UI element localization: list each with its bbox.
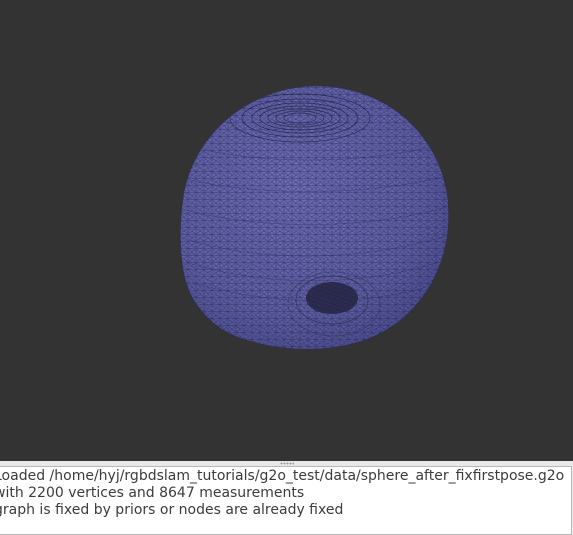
log-line: Loaded /home/hyj/rgbdslam_tutorials/g2o_… [0,468,565,484]
graph-3d-viewer[interactable] [0,0,573,461]
splitter-handle[interactable] [0,461,573,466]
sphere-hole [287,271,381,337]
log-line: graph is fixed by priors or nodes are al… [0,502,344,518]
sphere-mesh [179,85,450,350]
log-output-panel[interactable]: Loaded /home/hyj/rgbdslam_tutorials/g2o_… [0,466,572,535]
grip-icon [280,462,294,465]
sphere-graph-render [179,85,450,350]
log-line: with 2200 vertices and 8647 measurements [0,485,305,501]
